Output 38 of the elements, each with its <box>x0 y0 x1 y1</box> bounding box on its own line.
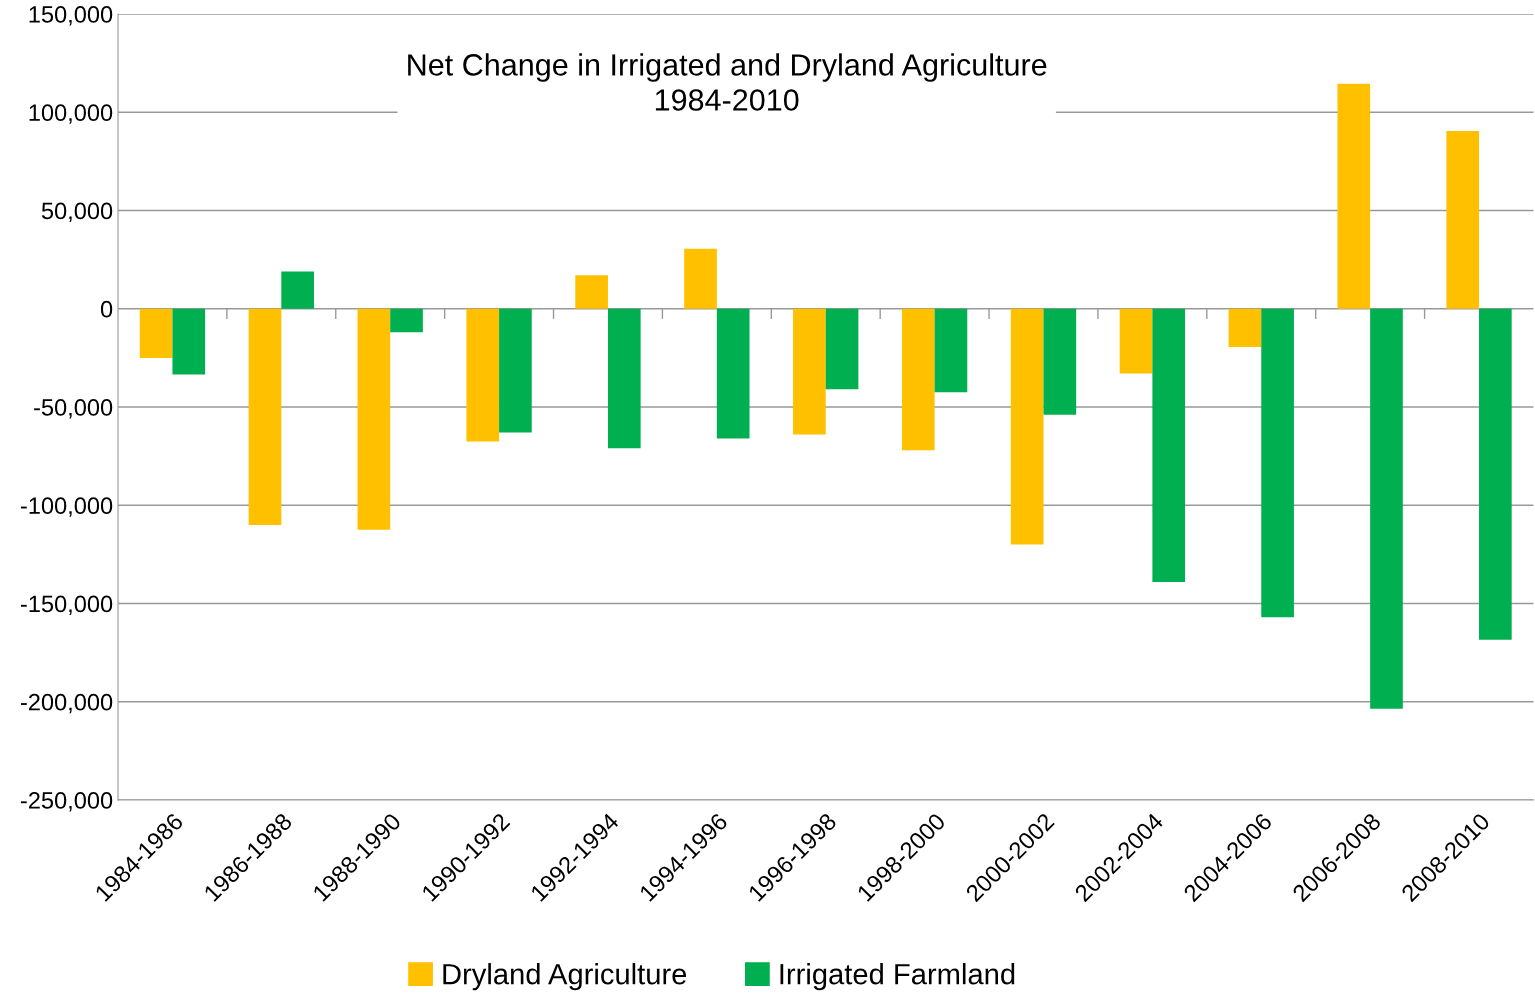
bar <box>607 308 641 449</box>
bar <box>1119 308 1153 374</box>
y-tick-label: -100,000 <box>20 497 113 517</box>
bar <box>466 308 500 442</box>
y-tick-label: -150,000 <box>20 595 113 616</box>
bar <box>793 308 826 435</box>
bar <box>901 308 935 451</box>
bar <box>1228 308 1262 348</box>
bar <box>575 275 608 309</box>
bar <box>1370 308 1403 709</box>
bar <box>248 308 282 525</box>
legend-label: Dryland Agriculture <box>443 963 687 991</box>
bar <box>716 308 750 439</box>
y-tick-label: 0 <box>100 300 113 318</box>
y-tick-label: -200,000 <box>20 693 113 714</box>
bar <box>1261 308 1294 618</box>
bar <box>499 308 532 433</box>
y-tick-label: 100,000 <box>29 104 113 124</box>
legend-label: Irrigated Farmland <box>780 963 1015 991</box>
y-tick-label: -250,000 <box>20 792 113 812</box>
bar <box>1337 83 1371 309</box>
bar <box>825 308 859 390</box>
y-tick-label: 150,000 <box>29 6 113 26</box>
bar <box>684 248 717 309</box>
text: Net Change in Irrigated and Dryland Agriculture 1984-2010 <box>408 53 1047 111</box>
bar <box>1479 308 1512 640</box>
bar <box>357 308 391 530</box>
bar <box>1043 308 1077 415</box>
y-tick-label: -50,000 <box>34 399 113 419</box>
bar <box>1152 308 1186 582</box>
bar <box>139 308 173 358</box>
bar <box>281 271 314 309</box>
bar <box>172 308 206 375</box>
bar <box>1010 308 1044 545</box>
bar <box>390 308 423 333</box>
y-tick-label: 50,000 <box>41 202 113 223</box>
bar <box>1446 130 1480 309</box>
bar <box>934 308 968 393</box>
